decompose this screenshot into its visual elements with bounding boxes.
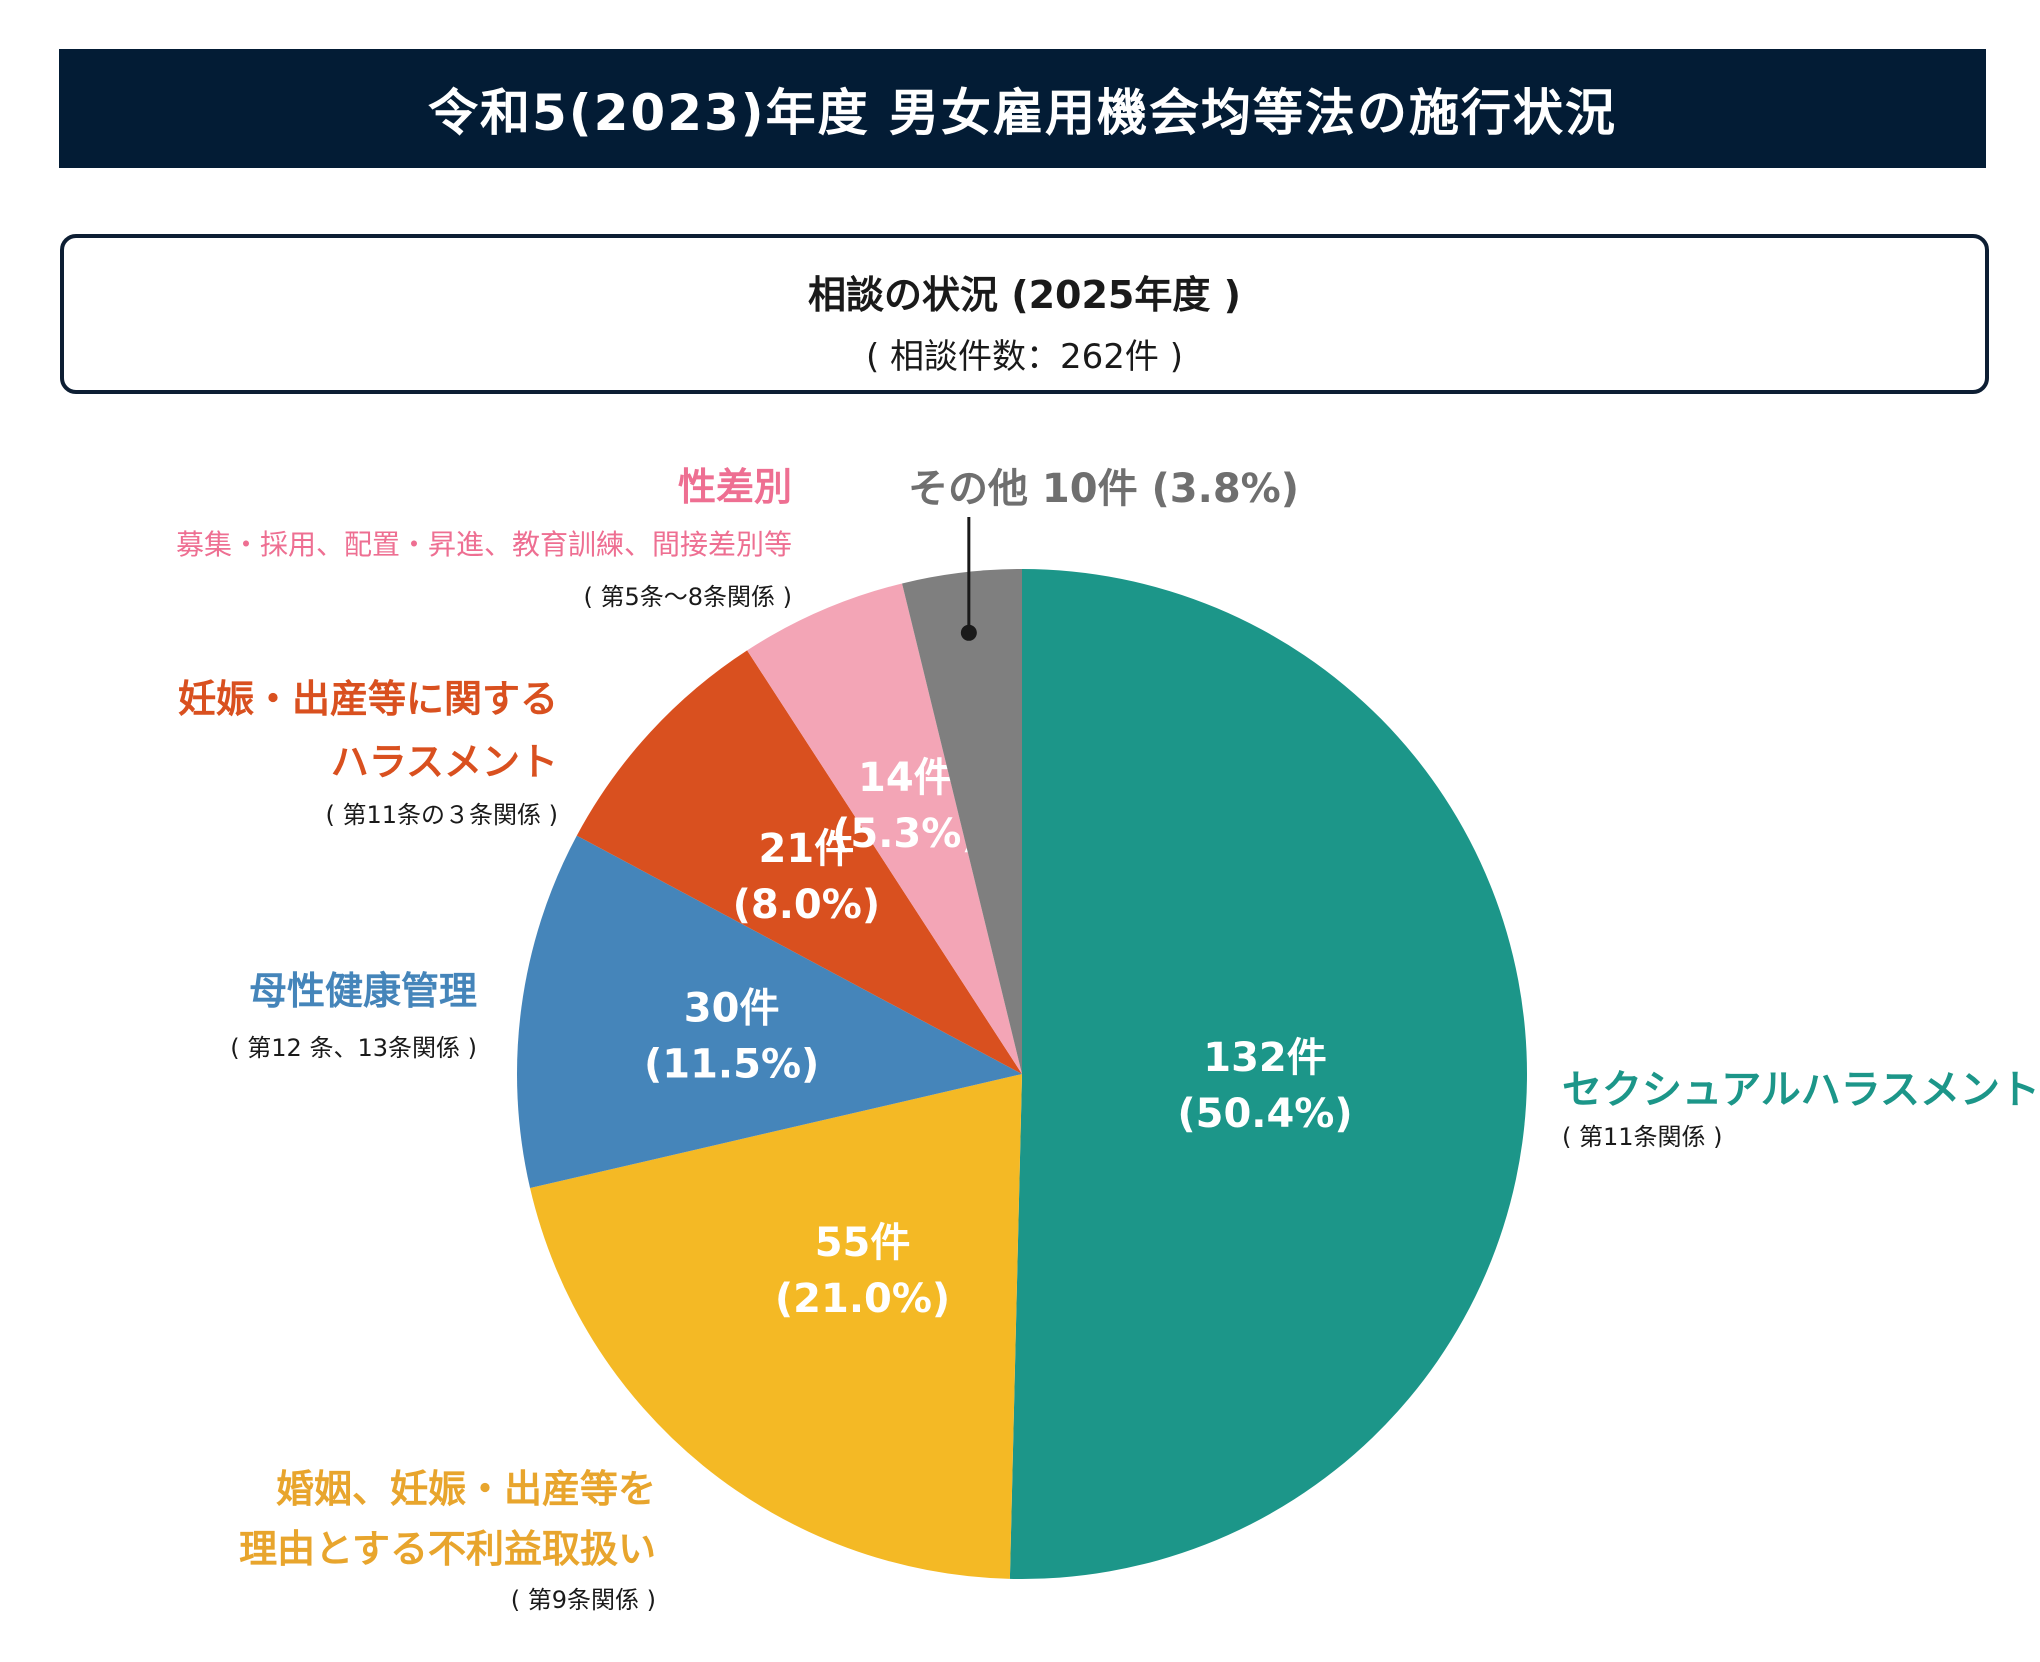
slice-pct-maternal_health: (11.5%) xyxy=(644,1041,819,1087)
label-disadvantage-line2: 理由とする不利益取扱い xyxy=(239,1527,656,1571)
note-sex-discrimination: ( 第5条〜8条関係 ) xyxy=(583,583,792,611)
slice-pct-sexual_harassment: (50.4%) xyxy=(1177,1091,1352,1137)
slice-pct-disadvantage: (21.0%) xyxy=(775,1276,950,1322)
label-other: その他 10件 (3.8%) xyxy=(908,466,1300,512)
leader-dot-other xyxy=(960,624,977,641)
slice-pct-sex_discrimination: (5.3%) xyxy=(832,811,980,857)
note-pregnancy-harassment: ( 第11条の３条関係 ) xyxy=(325,801,558,829)
total-count: ( 相談件数：262件 ) xyxy=(865,337,1184,377)
detail-sex-discrimination: 募集・採用、配置・昇進、教育訓練、間接差別等 xyxy=(175,528,792,561)
summary-box: 相談の状況 (2025年度 ) ( 相談件数：262件 ) xyxy=(60,234,1989,394)
label-pregnancy-harassment-line1: 妊娠・出産等に関する xyxy=(177,677,558,721)
slice-count-maternal_health: 30件 xyxy=(684,985,780,1031)
note-sexual-harassment: ( 第11条関係 ) xyxy=(1562,1123,1723,1151)
label-pregnancy-harassment-line2: ハラスメント xyxy=(330,740,558,784)
label-sex-discrimination: 性差別 xyxy=(677,465,792,509)
slice-pct-pregnancy_harassment: (8.0%) xyxy=(733,882,881,928)
label-sexual-harassment: セクシュアルハラスメント xyxy=(1562,1067,2040,1113)
note-maternal-health: ( 第12 条、13条関係 ) xyxy=(230,1034,477,1062)
pie-slice-sexual_harassment xyxy=(1009,569,1528,1580)
label-disadvantage-line1: 婚姻、妊娠・出産等を xyxy=(275,1467,656,1511)
label-maternal-health: 母性健康管理 xyxy=(248,969,477,1013)
pie-slice-pregnancy_harassment xyxy=(576,650,1022,1074)
pie-slice-sex_discrimination xyxy=(747,583,1022,1074)
chart-subtitle: 相談の状況 (2025年度 ) xyxy=(808,273,1241,317)
page-title: 令和5(2023)年度 男女雇用機会均等法の施行状況 xyxy=(59,49,1986,168)
slice-count-disadvantage: 55件 xyxy=(815,1220,911,1266)
slice-count-pregnancy_harassment: 21件 xyxy=(759,826,855,872)
slice-count-sex_discrimination: 14件 xyxy=(858,755,954,801)
pie-slice-disadvantage xyxy=(530,1074,1022,1579)
pie-slice-maternal_health xyxy=(517,835,1022,1189)
pie-slice-other xyxy=(902,569,1022,1074)
note-disadvantage: ( 第9条関係 ) xyxy=(510,1586,656,1614)
slice-count-sexual_harassment: 132件 xyxy=(1203,1035,1327,1081)
